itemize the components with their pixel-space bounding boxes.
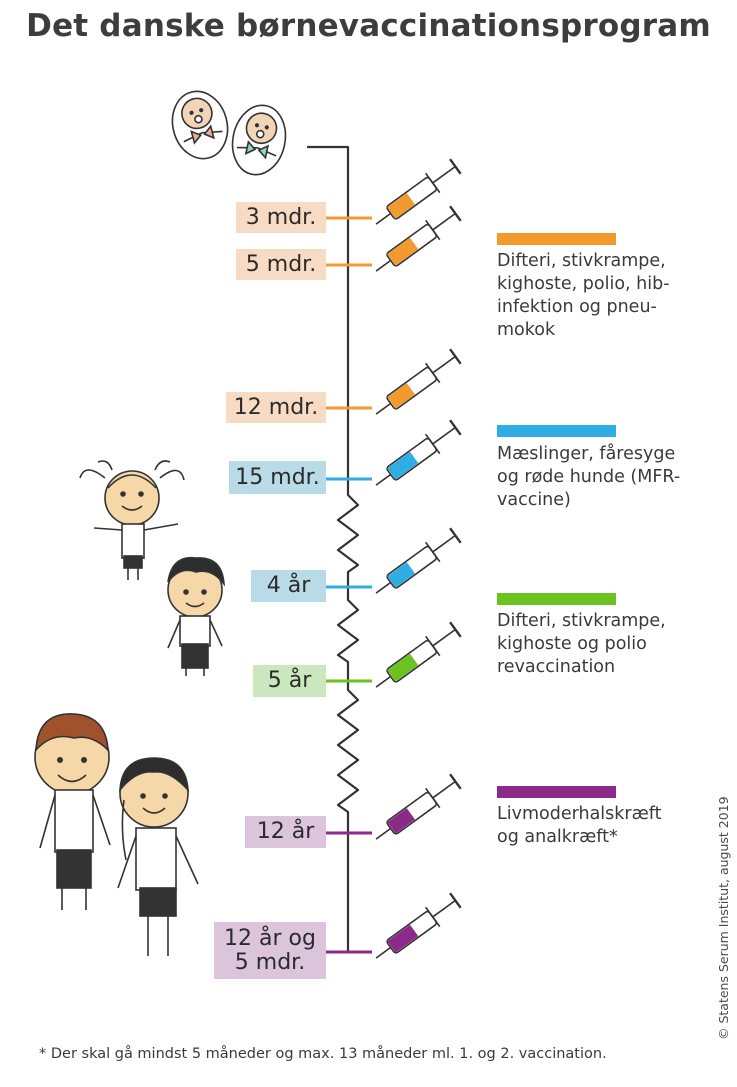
syringe-icon (375, 527, 462, 594)
footnote: * Der skal gå mindst 5 måneder og max. 1… (39, 1046, 607, 1062)
legend-text: Mæslinger, fåresyge og røde hunde (MFR- … (497, 444, 681, 510)
age-label: 12 år og 5 mdr. (214, 922, 326, 979)
syringe-icon (375, 892, 462, 959)
legend-text: Difteri, stivkrampe, kighoste, polio, hi… (497, 251, 670, 340)
age-label: 12 mdr. (226, 392, 326, 423)
age-label: 5 år (253, 665, 326, 697)
legend-color-bar (497, 593, 616, 605)
syringe-icon (375, 158, 462, 225)
teen-boy-and-girl-illustration (34, 713, 199, 956)
legend-color-bar (497, 233, 616, 245)
age-label: 15 mdr. (229, 461, 326, 494)
page-title: Det danske børnevaccinationsprogram (26, 8, 711, 44)
toddler-girl-illustration (79, 460, 185, 580)
newborn-babies-illustration (171, 90, 287, 176)
age-label: 12 år (245, 816, 326, 848)
syringe-icon (375, 205, 462, 272)
legend-color-bar (497, 425, 616, 437)
legend-color-bar (497, 786, 616, 798)
syringe-icon (375, 348, 462, 415)
syringe-icon (375, 621, 462, 688)
timeline-line (307, 145, 360, 952)
age-label: 4 år (251, 570, 326, 602)
age-label: 5 mdr. (236, 249, 326, 280)
young-boy-illustration (167, 556, 225, 676)
legend-text: Livmoderhalskræft og analkræft* (497, 804, 662, 847)
legend-text: Difteri, stivkrampe, kighoste og polio r… (497, 611, 666, 677)
syringe-icon (375, 773, 462, 840)
syringe-icon (375, 419, 462, 486)
copyright-credit: © Statens Serum Institut, august 2019 (716, 796, 731, 1040)
age-label: 3 mdr. (236, 202, 326, 233)
